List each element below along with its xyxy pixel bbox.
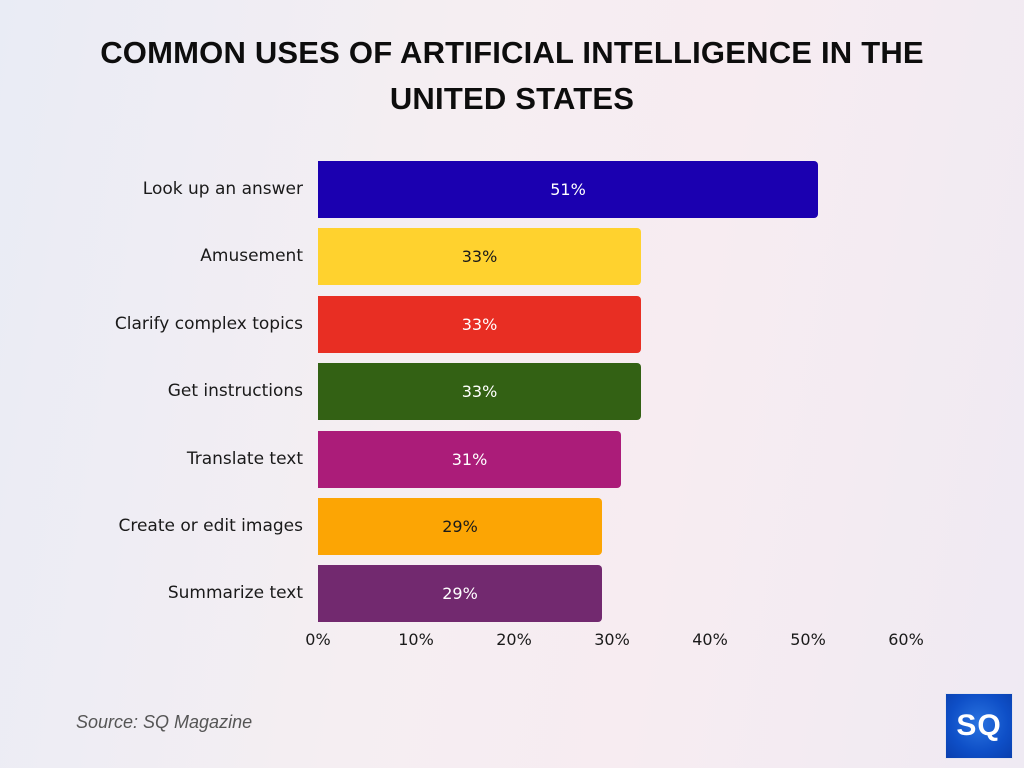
category-label: Summarize text (167, 583, 303, 603)
bar-row: Get instructions 33% (0, 363, 1024, 420)
bar-value-label: 51% (550, 180, 586, 199)
x-axis-tick: 10% (398, 630, 434, 649)
bar-value-label: 29% (442, 517, 478, 536)
bar-value-label: 33% (461, 247, 498, 266)
category-label: Translate text (186, 449, 303, 469)
sq-logo: SQ (946, 694, 1012, 758)
x-axis-tick: 30% (594, 630, 630, 649)
bar: 33% (318, 296, 641, 353)
category-label: Amusement (200, 246, 303, 266)
bar: 29% (318, 565, 602, 622)
bar: 51% (318, 161, 818, 218)
x-axis-tick: 50% (790, 630, 826, 649)
source-note: Source: SQ Magazine (76, 712, 253, 732)
category-label: Get instructions (167, 381, 303, 401)
x-axis-tick: 40% (692, 630, 728, 649)
x-axis-tick: 20% (496, 630, 532, 649)
logo-text: SQ (956, 709, 1002, 742)
bar-row: Summarize text 29% (0, 565, 1024, 622)
x-axis-tick: 0% (305, 630, 331, 649)
bar-value-label: 29% (442, 584, 478, 603)
x-axis-tick: 60% (888, 630, 924, 649)
bar: 33% (318, 228, 641, 285)
bar-row: Create or edit images 29% (0, 498, 1024, 555)
bar-row: Look up an answer 51% (0, 161, 1024, 218)
category-label: Look up an answer (142, 179, 303, 199)
bar: 29% (318, 498, 602, 555)
category-label: Clarify complex topics (114, 314, 303, 334)
bar: 31% (318, 431, 621, 488)
chart-title: COMMON USES OF ARTIFICIAL INTELLIGENCE I… (100, 35, 924, 116)
bar-row: Amusement 33% (0, 228, 1024, 285)
bar-value-label: 31% (451, 450, 488, 469)
bar-row: Clarify complex topics 33% (0, 296, 1024, 353)
category-label: Create or edit images (118, 516, 303, 536)
bar-value-label: 33% (461, 382, 498, 401)
bar: 33% (318, 363, 641, 420)
bar-row: Translate text 31% (0, 431, 1024, 488)
bar-value-label: 33% (461, 315, 498, 334)
